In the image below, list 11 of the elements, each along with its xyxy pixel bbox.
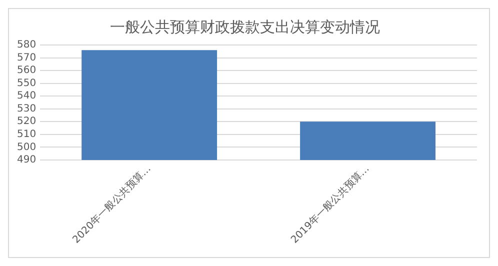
y-tick-label: 540 [16,90,36,102]
y-tick-label: 530 [16,103,36,114]
y-tick-label: 510 [16,129,36,140]
y-tick-label: 580 [16,40,36,51]
y-tick-label: 560 [16,65,36,76]
y-tick-label: 550 [16,78,36,89]
y-tick-label: 570 [16,52,36,64]
y-tick-label: 500 [16,142,36,153]
chart-title: 一般公共预算财政拨款支出决算变动情况 [110,18,380,36]
y-tick-label: 520 [16,116,36,128]
y-tick-label: 490 [16,154,36,166]
